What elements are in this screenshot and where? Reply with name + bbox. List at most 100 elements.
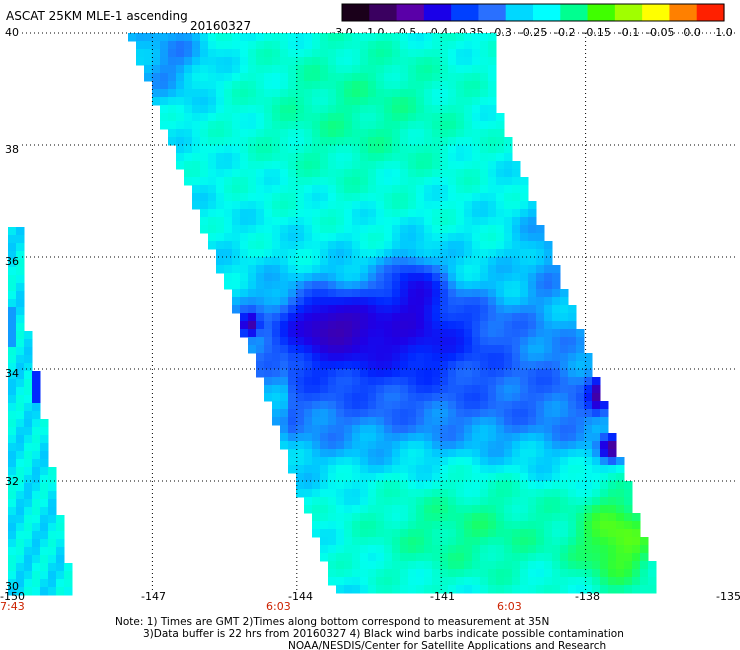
data-cell [544,313,553,322]
data-cell [536,337,545,346]
data-cell [328,465,337,474]
data-cell [224,121,233,130]
data-cell [368,249,377,258]
data-cell [392,401,401,410]
data-cell [232,89,241,98]
data-cell [376,545,385,554]
data-cell [216,49,225,58]
data-cell [360,337,369,346]
data-cell [464,257,473,266]
data-cell [400,289,409,298]
data-cell [344,41,353,50]
data-cell [336,193,345,202]
data-cell [248,81,257,90]
data-cell [352,577,361,586]
data-cell [424,441,433,450]
data-cell [456,217,465,226]
data-cell [504,313,513,322]
data-cell [560,337,569,346]
data-cell [352,177,361,186]
data-cell [624,505,633,514]
data-cell [280,193,289,202]
data-cell [616,481,625,490]
data-cell [408,65,417,74]
data-cell [200,81,209,90]
data-cell [56,587,65,596]
data-cell [368,89,377,98]
data-cell [512,513,521,522]
data-cell [448,329,457,338]
data-cell [344,409,353,418]
data-cell [40,563,49,572]
data-cell [152,33,161,42]
data-cell [392,137,401,146]
data-cell [432,561,441,570]
data-cell [320,521,329,530]
data-cell [456,41,465,50]
data-cell [304,409,313,418]
data-cell [304,289,313,298]
data-cell [288,457,297,466]
data-cell [312,65,321,74]
data-cell [472,417,481,426]
data-cell [360,169,369,178]
data-cell [416,449,425,458]
data-cell [424,217,433,226]
data-cell [352,57,361,66]
data-cell [560,537,569,546]
data-cell [456,137,465,146]
data-cell [304,169,313,178]
data-cell [424,321,433,330]
data-cell [384,97,393,106]
data-cell [544,321,553,330]
data-cell [400,377,409,386]
data-cell [480,177,489,186]
data-cell [528,313,537,322]
data-cell [464,169,473,178]
data-cell [448,305,457,314]
data-cell [344,273,353,282]
data-cell [600,433,609,442]
data-cell [344,177,353,186]
data-cell [464,345,473,354]
data-cell [392,81,401,90]
data-cell [512,441,521,450]
data-cell [344,449,353,458]
data-cell [592,385,601,394]
data-cell [552,473,561,482]
data-cell [480,401,489,410]
data-cell [376,353,385,362]
data-cell [344,385,353,394]
data-cell [16,579,25,588]
data-cell [288,321,297,330]
data-cell [328,433,337,442]
data-cell [320,121,329,130]
data-cell [472,353,481,362]
data-cell [264,129,273,138]
data-cell [416,41,425,50]
data-cell [488,345,497,354]
data-cell [288,241,297,250]
data-cell [160,81,169,90]
data-cell [600,473,609,482]
data-cell [304,489,313,498]
data-cell [440,305,449,314]
data-cell [344,505,353,514]
data-cell [552,425,561,434]
data-cell [448,225,457,234]
data-cell [440,201,449,210]
data-cell [552,585,561,594]
data-cell [296,305,305,314]
data-cell [288,129,297,138]
data-cell [240,161,249,170]
data-cell [512,305,521,314]
data-cell [512,393,521,402]
data-cell [512,449,521,458]
data-cell [296,73,305,82]
data-cell [224,73,233,82]
data-cell [488,489,497,498]
data-cell [408,473,417,482]
data-cell [432,377,441,386]
data-cell [336,273,345,282]
data-cell [464,337,473,346]
